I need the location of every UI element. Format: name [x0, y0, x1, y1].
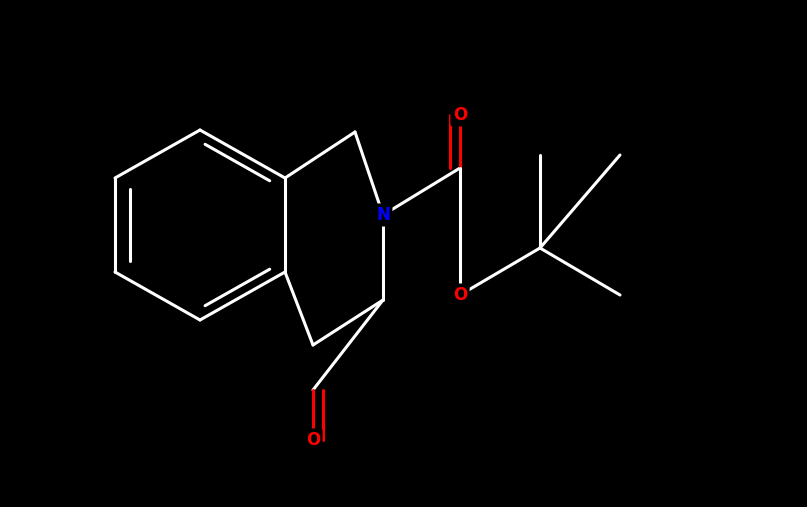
- Text: O: O: [453, 106, 467, 124]
- Text: O: O: [453, 286, 467, 304]
- Text: N: N: [376, 206, 390, 224]
- Text: O: O: [306, 431, 320, 449]
